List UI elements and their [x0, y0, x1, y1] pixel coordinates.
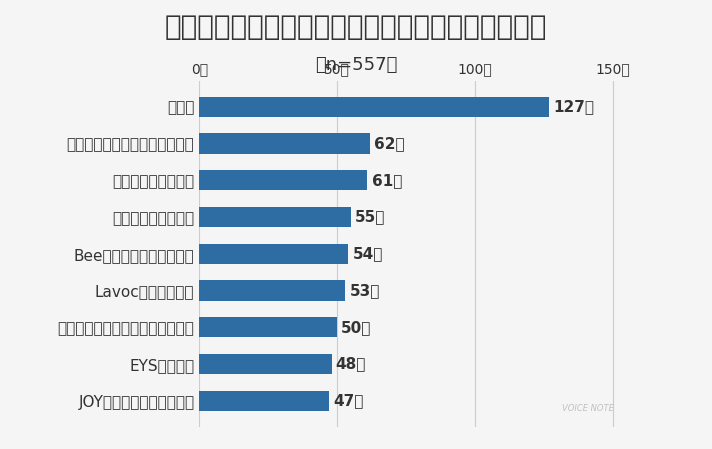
Text: 55人: 55人: [355, 209, 385, 224]
Bar: [199, 97, 550, 117]
Bar: [199, 207, 351, 227]
Text: 47人: 47人: [333, 393, 363, 408]
Text: 最も満足度の高いボイストレーニングスクールは？: 最も満足度の高いボイストレーニングスクールは？: [164, 13, 548, 41]
Text: 62人: 62人: [375, 136, 405, 151]
Bar: [199, 391, 329, 411]
Text: 61人: 61人: [372, 173, 402, 188]
Text: 127人: 127人: [553, 99, 595, 114]
Bar: [199, 280, 345, 300]
Text: 53人: 53人: [350, 283, 380, 298]
Text: VOICE NOTE: VOICE NOTE: [562, 404, 614, 413]
Text: 48人: 48人: [336, 357, 366, 371]
Text: （n=557）: （n=557）: [315, 56, 397, 74]
Bar: [199, 243, 348, 264]
Bar: [199, 354, 332, 374]
Text: 54人: 54人: [352, 246, 383, 261]
Bar: [199, 170, 367, 190]
Bar: [199, 317, 337, 337]
Text: 50人: 50人: [341, 320, 372, 335]
Bar: [199, 133, 370, 154]
